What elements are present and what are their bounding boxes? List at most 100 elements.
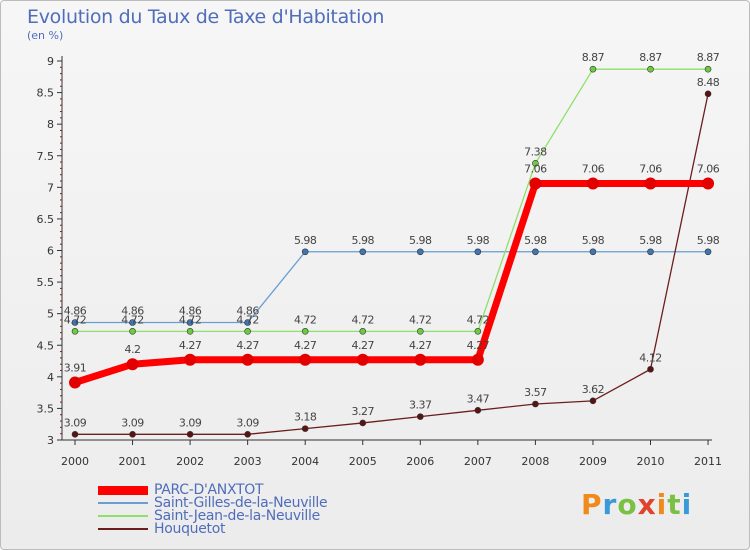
series-line-parc-d-anxtot [73, 180, 709, 386]
data-label-parc-d-anxtot: 4.27 [294, 339, 317, 352]
legend-swatch [98, 485, 148, 495]
brand-letter: x [637, 488, 657, 521]
x-tick-label: 2005 [349, 455, 377, 468]
y-tick-label: 8.5 [37, 87, 55, 100]
data-label-saint-gilles-de-la-neuville: 4.86 [64, 305, 87, 318]
y-tick-label: 3.5 [37, 402, 55, 415]
chart-unit: (en %) [27, 29, 64, 42]
x-tick-label: 2001 [119, 455, 147, 468]
data-label-saint-gilles-de-la-neuville: 5.98 [582, 234, 605, 247]
data-point-saint-jean-de-la-neuville [416, 328, 424, 335]
data-point-parc-d-anxtot [241, 353, 254, 366]
data-point-parc-d-anxtot [414, 353, 427, 366]
data-point-parc-d-anxtot [529, 177, 542, 190]
x-tick-label: 2004 [291, 455, 319, 468]
brand-letter: i [681, 488, 693, 521]
data-point-saint-jean-de-la-neuville [186, 328, 194, 335]
data-point-houquetot [186, 431, 194, 438]
data-point-houquetot [532, 400, 539, 408]
y-tick-label: 5 [47, 308, 54, 321]
legend-label: PARC-D'ANXTOT [154, 482, 264, 498]
data-label-saint-gilles-de-la-neuville: 4.86 [236, 305, 259, 318]
data-point-saint-jean-de-la-neuville [129, 328, 136, 335]
series-line-houquetot [75, 93, 709, 435]
y-tick-label: 7.5 [37, 150, 55, 163]
x-tick-label: 2008 [521, 455, 549, 468]
data-point-saint-gilles-de-la-neuville [129, 319, 136, 326]
data-point-parc-d-anxtot [356, 353, 369, 366]
data-point-saint-gilles-de-la-neuville [244, 319, 251, 326]
data-label-parc-d-anxtot: 4.2 [125, 343, 141, 356]
y-tick-label: 3 [47, 434, 54, 447]
chart-title: Evolution du Taux de Taxe d'Habitation [27, 6, 385, 28]
data-point-parc-d-anxtot [471, 353, 484, 366]
brand-logo: Proxiti [581, 488, 692, 521]
data-point-saint-jean-de-la-neuville [359, 328, 367, 335]
y-tick-label: 6 [47, 245, 54, 258]
data-label-saint-jean-de-la-neuville: 8.87 [697, 51, 720, 64]
data-point-houquetot [359, 419, 367, 427]
data-label-houquetot: 3.62 [582, 383, 605, 396]
data-label-houquetot: 3.09 [64, 416, 87, 429]
data-point-saint-gilles-de-la-neuville [186, 319, 194, 326]
data-label-saint-gilles-de-la-neuville: 5.98 [697, 234, 720, 247]
data-label-houquetot: 3.37 [409, 399, 432, 412]
data-label-houquetot: 3.18 [294, 411, 317, 424]
y-tick-label: 4 [47, 371, 54, 384]
data-point-saint-gilles-de-la-neuville [589, 248, 597, 256]
data-label-parc-d-anxtot: 4.27 [467, 339, 490, 352]
data-label-saint-jean-de-la-neuville: 4.72 [294, 313, 317, 326]
data-label-saint-jean-de-la-neuville: 4.72 [352, 313, 375, 326]
y-tick-label: 8 [47, 118, 54, 131]
data-label-parc-d-anxtot: 7.06 [524, 163, 547, 176]
data-label-parc-d-anxtot: 7.06 [697, 163, 720, 176]
data-point-saint-gilles-de-la-neuville [71, 319, 79, 326]
data-point-saint-jean-de-la-neuville [71, 328, 79, 335]
legend-label: Saint-Jean-de-la-Neuville [154, 508, 320, 524]
brand-letter: r [602, 488, 618, 521]
data-label-houquetot: 3.57 [524, 386, 547, 399]
y-tick-label: 6.5 [37, 213, 55, 226]
y-tick-label: 4.5 [37, 339, 55, 352]
brand-letter: i [656, 488, 668, 521]
data-point-saint-gilles-de-la-neuville [416, 248, 424, 256]
data-label-saint-gilles-de-la-neuville: 4.86 [179, 305, 202, 318]
data-point-parc-d-anxtot [586, 177, 599, 190]
brand-letter: t [667, 488, 682, 521]
x-tick-label: 2003 [234, 455, 262, 468]
data-label-saint-jean-de-la-neuville: 4.72 [236, 313, 259, 326]
x-tick-label: 2000 [61, 455, 89, 468]
data-label-saint-gilles-de-la-neuville: 5.98 [524, 234, 547, 247]
data-label-saint-jean-de-la-neuville: 4.72 [121, 313, 144, 326]
x-tick-label: 2009 [579, 455, 607, 468]
data-label-saint-jean-de-la-neuville: 7.38 [524, 145, 547, 158]
data-point-parc-d-anxtot [184, 353, 197, 366]
legend-swatch [98, 515, 148, 517]
y-tick-label: 7 [47, 181, 54, 194]
series-line-saint-jean-de-la-neuville [75, 68, 709, 333]
data-label-saint-gilles-de-la-neuville: 5.98 [294, 234, 317, 247]
brand-letter: P [581, 488, 603, 521]
data-point-saint-gilles-de-la-neuville [647, 248, 654, 256]
data-label-parc-d-anxtot: 7.06 [582, 163, 605, 176]
data-point-parc-d-anxtot [126, 358, 139, 371]
data-label-saint-jean-de-la-neuville: 4.72 [467, 313, 490, 326]
data-point-saint-jean-de-la-neuville [647, 65, 654, 73]
data-point-saint-gilles-de-la-neuville [474, 248, 482, 256]
data-point-houquetot [589, 397, 597, 405]
y-tick-label: 9 [47, 55, 54, 68]
data-label-houquetot: 3.09 [179, 416, 202, 429]
data-label-saint-jean-de-la-neuville: 8.87 [639, 51, 662, 64]
data-point-saint-jean-de-la-neuville [244, 328, 251, 335]
x-tick-label: 2002 [176, 455, 204, 468]
data-point-parc-d-anxtot [299, 353, 312, 366]
data-point-saint-jean-de-la-neuville [589, 65, 597, 73]
data-point-saint-gilles-de-la-neuville [532, 248, 539, 256]
data-label-parc-d-anxtot: 4.27 [409, 339, 432, 352]
data-point-saint-jean-de-la-neuville [301, 328, 309, 335]
data-point-saint-gilles-de-la-neuville [704, 248, 712, 256]
brand-letter: o [617, 488, 638, 521]
x-tick-label: 2011 [694, 455, 722, 468]
